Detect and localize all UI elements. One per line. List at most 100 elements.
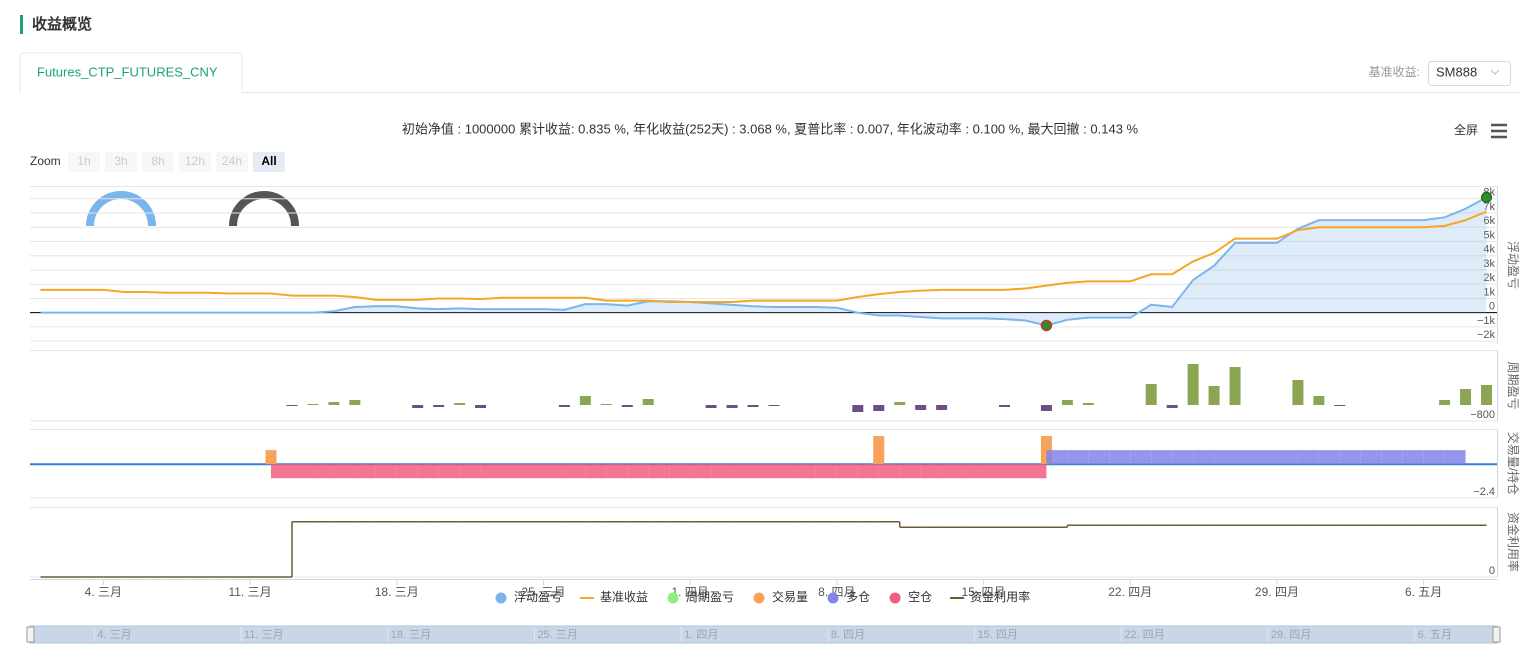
x-tick-label: 29. 四月 bbox=[1255, 585, 1299, 599]
fullscreen-button[interactable]: 全屏 bbox=[1454, 122, 1478, 137]
position-band bbox=[1276, 450, 1298, 465]
y-tick-label: −2k bbox=[1477, 329, 1496, 341]
zoom-button-label[interactable]: 24h bbox=[222, 154, 242, 168]
position-band bbox=[501, 464, 523, 479]
legend-symbol[interactable] bbox=[889, 592, 901, 604]
panel-title: 浮动盈亏 bbox=[1506, 241, 1520, 289]
position-band bbox=[732, 464, 754, 479]
bar bbox=[328, 402, 340, 405]
position-band bbox=[585, 464, 607, 479]
position-band bbox=[1025, 464, 1047, 479]
position-band bbox=[857, 464, 879, 479]
navigator-label: 8. 四月 bbox=[831, 629, 865, 641]
legend-symbol[interactable] bbox=[827, 592, 839, 604]
y-tick-label: 3k bbox=[1483, 258, 1495, 270]
position-band bbox=[1255, 450, 1277, 465]
zoom-button-label[interactable]: 3h bbox=[114, 154, 127, 168]
zoom-button[interactable] bbox=[179, 152, 211, 172]
bar bbox=[999, 405, 1011, 407]
position-band bbox=[271, 464, 292, 479]
zoom-button-label[interactable]: 8h bbox=[151, 154, 164, 168]
legend-item[interactable]: 资金利用率 bbox=[970, 589, 1030, 604]
position-band bbox=[711, 464, 733, 479]
position-band bbox=[1067, 450, 1089, 465]
x-tick-label: 8. 四月 bbox=[818, 585, 855, 599]
position-band bbox=[564, 464, 586, 479]
zoom-button[interactable] bbox=[105, 152, 137, 172]
legend-item[interactable]: 浮动盈亏 bbox=[514, 590, 562, 604]
zoom-button-label[interactable]: 12h bbox=[185, 154, 205, 168]
min-marker bbox=[1040, 319, 1053, 332]
position-band bbox=[899, 464, 921, 479]
tab-label[interactable]: Futures_CTP_FUTURES_CNY bbox=[37, 64, 218, 79]
tab[interactable] bbox=[19, 52, 243, 93]
benchmark-value[interactable]: SM888 bbox=[1436, 64, 1477, 79]
bar bbox=[579, 396, 591, 405]
bar bbox=[1313, 396, 1325, 405]
position-band bbox=[1088, 450, 1110, 465]
position-band bbox=[941, 464, 963, 479]
navigator-handle[interactable] bbox=[1492, 626, 1501, 643]
legend-item[interactable]: 基准收益 bbox=[600, 590, 648, 604]
position-band bbox=[291, 464, 313, 479]
navigator-label: 1. 四月 bbox=[684, 629, 718, 641]
bar bbox=[873, 436, 885, 465]
bar bbox=[1208, 386, 1220, 405]
x-tick-label: 25. 三月 bbox=[521, 585, 565, 599]
navigator-handle[interactable] bbox=[26, 626, 35, 643]
position-band bbox=[648, 464, 670, 479]
position-band bbox=[522, 464, 544, 479]
legend-item[interactable]: 交易量 bbox=[772, 589, 808, 604]
legend-item[interactable]: 多仓 bbox=[846, 590, 870, 604]
title-accent bbox=[20, 15, 23, 34]
y-tick-label: −2.4 bbox=[1473, 486, 1495, 498]
zoom-button-label[interactable]: 1h bbox=[77, 154, 90, 168]
legend-symbol[interactable] bbox=[667, 592, 679, 604]
zoom-button[interactable] bbox=[253, 152, 285, 172]
x-tick-label: 15. 四月 bbox=[962, 585, 1006, 599]
bar bbox=[1229, 367, 1241, 405]
navigator-label: 11. 三月 bbox=[244, 629, 284, 641]
y-tick-label: 5k bbox=[1483, 229, 1495, 241]
x-tick-label: 22. 四月 bbox=[1108, 585, 1152, 599]
bar bbox=[894, 402, 906, 405]
zoom-button[interactable] bbox=[68, 152, 100, 172]
bar bbox=[1082, 403, 1094, 405]
y-tick-label: 4k bbox=[1483, 244, 1495, 256]
y-tick-label: 2k bbox=[1483, 272, 1495, 284]
zoom-button[interactable] bbox=[142, 152, 174, 172]
position-band bbox=[333, 464, 355, 479]
bar bbox=[1460, 389, 1472, 405]
y-tick-label: 6k bbox=[1483, 215, 1495, 227]
x-tick-label: 18. 三月 bbox=[375, 585, 419, 599]
position-band bbox=[1046, 450, 1068, 465]
bar bbox=[433, 405, 445, 407]
menu-icon[interactable] bbox=[1491, 123, 1507, 139]
y-tick-label: 0 bbox=[1489, 565, 1495, 577]
navigator-label: 15. 四月 bbox=[978, 629, 1018, 641]
bar bbox=[600, 404, 612, 405]
bar bbox=[1061, 400, 1073, 405]
position-band bbox=[1172, 450, 1194, 465]
select-chevron bbox=[1490, 69, 1500, 75]
position-band bbox=[836, 464, 858, 479]
y-tick-label: −800 bbox=[1470, 409, 1495, 421]
legend-symbol[interactable] bbox=[753, 592, 765, 604]
benchmark-select[interactable] bbox=[1428, 61, 1511, 86]
bar bbox=[349, 400, 361, 405]
y-tick-label: 1k bbox=[1483, 286, 1495, 298]
benchmark-label: 基准收益: bbox=[1369, 65, 1420, 79]
zoom-button-label[interactable]: All bbox=[261, 154, 276, 168]
zoom-button[interactable] bbox=[216, 152, 248, 172]
position-band bbox=[1402, 450, 1424, 465]
position-band bbox=[459, 464, 481, 479]
legend-symbol[interactable] bbox=[495, 592, 507, 604]
legend-item[interactable]: 周期盈亏 bbox=[686, 590, 734, 604]
gauge-arc bbox=[86, 191, 156, 227]
position-band bbox=[438, 464, 460, 479]
area-line bbox=[40, 196, 1487, 327]
bar bbox=[286, 405, 298, 406]
legend-item[interactable]: 空仓 bbox=[908, 590, 932, 604]
